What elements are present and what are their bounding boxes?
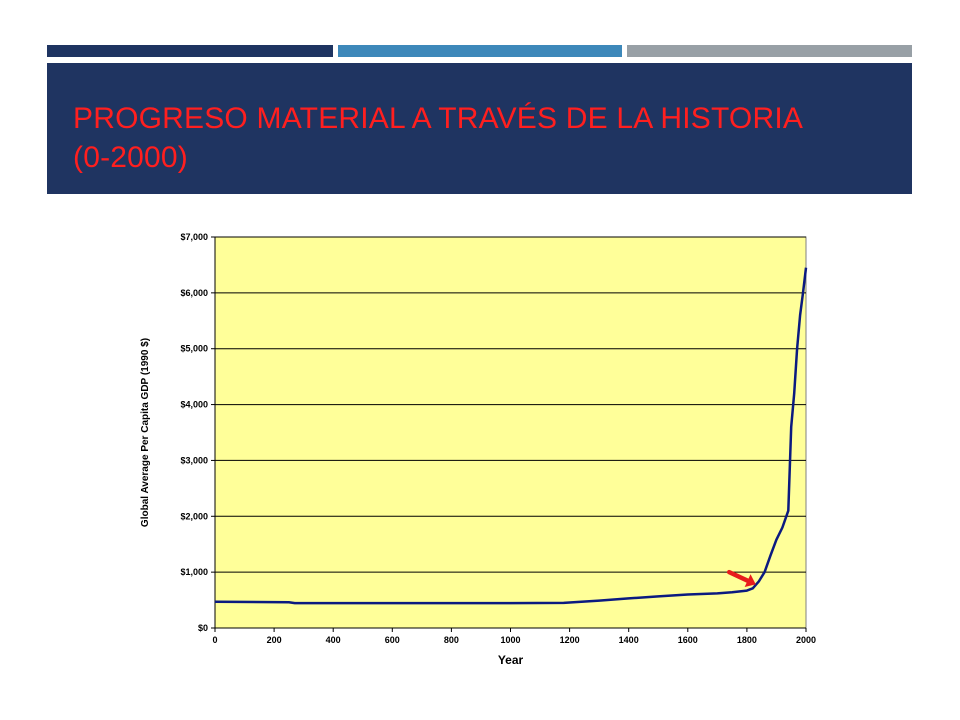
slide-title-line-2: (0-2000) [73,141,188,174]
x-tick-label: 1000 [500,635,520,645]
slide-title-line-1: PROGRESO MATERIAL A TRAVÉS DE LA HISTORI… [73,102,804,135]
y-tick-label: $4,000 [180,400,208,410]
y-tick-label: $1,000 [180,567,208,577]
y-tick-label: $7,000 [180,232,208,242]
y-tick-label: $3,000 [180,455,208,465]
x-tick-label: 1600 [678,635,698,645]
y-tick-label: $0 [198,623,208,633]
accent-bar-blue [338,45,622,57]
y-axis-title: Global Average Per Capita GDP (1990 $) [140,338,151,527]
plot-area [214,236,807,629]
annotation-arrow-shaft [726,569,750,583]
x-tick-label: 400 [326,635,341,645]
title-band: PROGRESO MATERIAL A TRAVÉS DE LA HISTORI… [47,63,912,194]
x-tick-label: 600 [385,635,400,645]
slide-title: PROGRESO MATERIAL A TRAVÉS DE LA HISTORI… [73,99,893,177]
y-tick-label: $5,000 [180,344,208,354]
x-tick-label: 1200 [560,635,580,645]
x-tick-label: 1400 [619,635,639,645]
x-tick-label: 200 [267,635,282,645]
x-tick-label: 2000 [796,635,816,645]
x-tick-label: 0 [212,635,217,645]
y-tick-label: $6,000 [180,288,208,298]
x-axis-title: Year [498,653,524,667]
annotation-arrow-head [744,574,756,588]
accent-bar-grey [627,45,912,57]
x-tick-label: 800 [444,635,459,645]
x-tick-label: 1800 [737,635,757,645]
y-tick-label: $2,000 [180,511,208,521]
series-line [214,267,808,605]
accent-bar-dark [47,45,333,57]
